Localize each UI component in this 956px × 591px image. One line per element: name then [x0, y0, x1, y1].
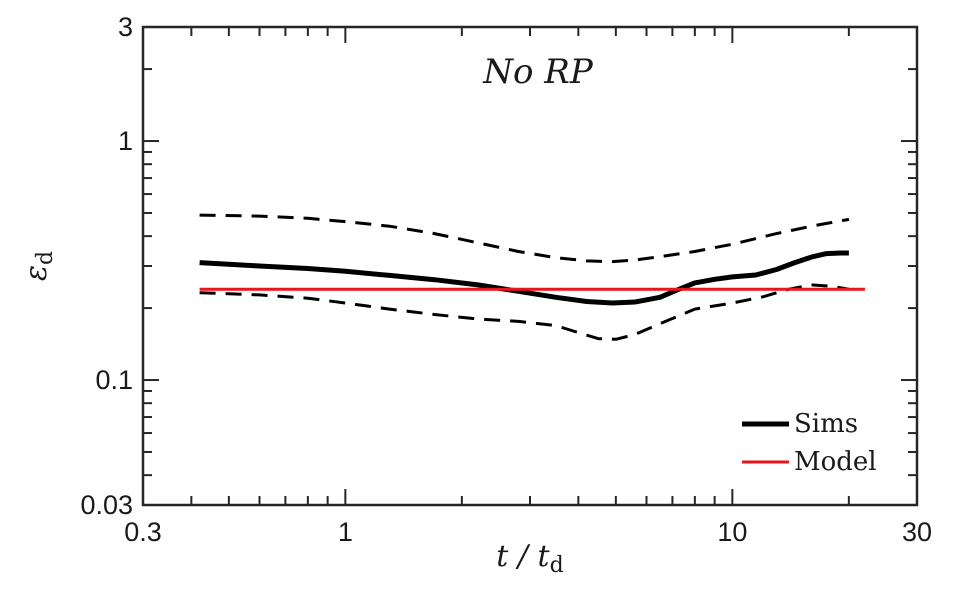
chart-title: No RP [482, 52, 594, 92]
series-sims-line [199, 250, 849, 306]
x-tick-label-1: 1 [338, 517, 353, 547]
x-tick-label-3: 30 [902, 517, 932, 547]
series-sims-upper-bound-line [199, 213, 850, 264]
legend: Sims Model [742, 409, 877, 477]
y-tick-label-3: 3 [118, 12, 133, 42]
legend-model-label: Model [794, 447, 877, 477]
y-axis-label-main: ε [19, 265, 54, 281]
series-layer [199, 213, 865, 341]
series-sims-lower-bound-line [199, 283, 850, 341]
x-axis-label: t / td [496, 539, 563, 578]
y-axis-label: εd [19, 251, 58, 281]
plot-frame [141, 25, 919, 507]
y-axis-label-subscript: d [33, 251, 58, 265]
labels-layer: 0.3 1 10 30 0.03 0.1 1 3 [80, 12, 932, 547]
y-tick-label-2: 1 [118, 126, 133, 156]
x-tick-label-2: 10 [717, 517, 747, 547]
x-axis-label-main: t / t [496, 539, 550, 574]
x-tick-label-0: 0.3 [124, 517, 162, 547]
y-tick-label-1: 0.1 [95, 365, 133, 395]
x-axis-label-subscript: d [550, 553, 564, 578]
y-tick-label-0: 0.03 [80, 490, 133, 520]
legend-sims-label: Sims [794, 409, 858, 439]
